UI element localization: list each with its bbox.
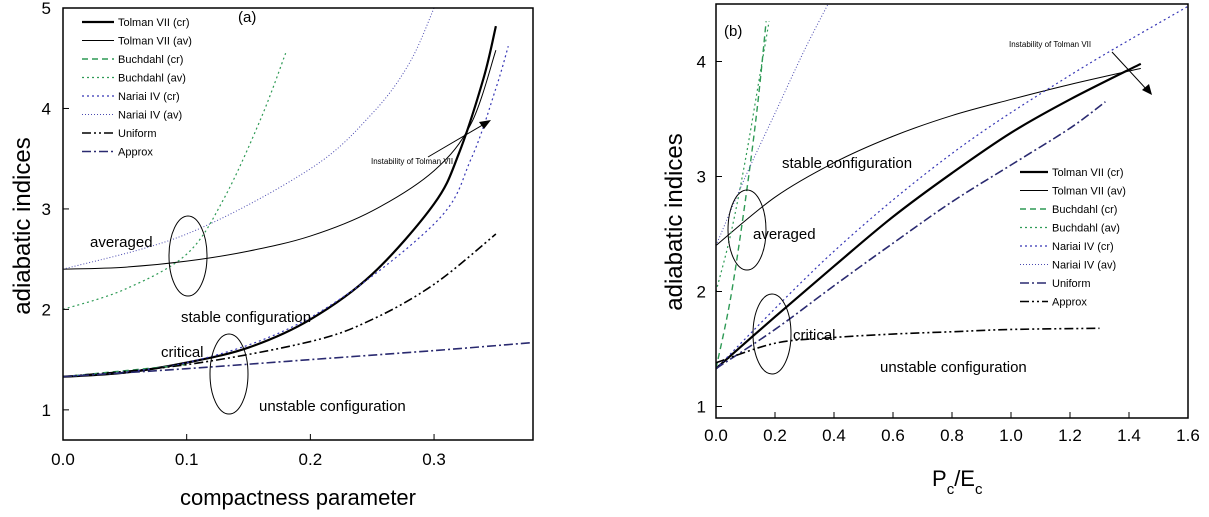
panel-label-b: (b) <box>724 23 742 40</box>
annotation-instability-a: Instability of Tolman VII <box>371 157 453 166</box>
a-x-tick-label: 0.1 <box>175 450 199 469</box>
b-x-tick-label: 0.6 <box>881 426 905 445</box>
legend-b: Tolman VII (cr) Tolman VII (av) Buchdahl (… <box>1020 167 1126 309</box>
annotation-stable-a: stable configuration <box>181 309 311 326</box>
b-x-tick-label: 0.0 <box>704 426 728 445</box>
b-legend-label-1: Tolman VII (cr) <box>1052 167 1124 179</box>
a-y-tick-label: 5 <box>42 0 51 18</box>
panel-label-a: (a) <box>238 9 256 26</box>
y-axis-title-a: adiabatic indices <box>9 137 36 314</box>
annotation-stable-b: stable configuration <box>782 155 912 172</box>
a-y-tick-label: 4 <box>42 99 51 118</box>
annotation-critical-a: critical <box>161 344 204 361</box>
b-y-tick-label: 2 <box>697 283 706 302</box>
b-series-line-1 <box>716 62 1142 370</box>
instability-arrow-b <box>1111 51 1149 92</box>
a-legend-label-1: Tolman VII (cr) <box>118 17 190 29</box>
b-x-tick-label: 0.2 <box>763 426 787 445</box>
y-axis-title-b: adiabatic indices <box>661 133 688 310</box>
x-axis-title-b-sub2: c <box>975 481 983 498</box>
b-y-tick-label: 4 <box>697 53 706 72</box>
a-series-line-5 <box>63 46 509 378</box>
averaged-ellipse-a <box>168 215 208 297</box>
critical-ellipse-b <box>752 293 792 375</box>
annotation-unstable-b: unstable configuration <box>880 359 1027 376</box>
a-legend-label-3: Buchdahl (cr) <box>118 54 183 66</box>
instability-arrow-a <box>427 122 487 158</box>
instability-arrowhead-a <box>479 120 491 129</box>
b-x-tick-label: 1.0 <box>999 426 1023 445</box>
svg-text:Pc/Ec: Pc/Ec <box>932 466 983 498</box>
b-x-tick-label: 0.4 <box>822 426 846 445</box>
b-series-line-2 <box>716 67 1141 246</box>
annotation-unstable-a: unstable configuration <box>259 398 406 415</box>
b-y-tick-label: 1 <box>697 398 706 417</box>
x-axis-title-b-main: P <box>932 466 947 491</box>
b-series-line-5 <box>716 5 1188 369</box>
b-legend-label-3: Buchdahl (cr) <box>1052 204 1117 216</box>
critical-ellipse-a <box>209 333 249 415</box>
a-y-tick-label: 2 <box>42 300 51 319</box>
b-series-line-8 <box>716 327 1100 364</box>
a-legend-label-7: Uniform <box>118 128 157 140</box>
b-x-tick-label: 1.4 <box>1117 426 1141 445</box>
a-series-line-6 <box>63 8 435 270</box>
a-legend-label-4: Buchdahl (av) <box>118 73 186 85</box>
x-axis-title-a: compactness parameter <box>180 485 416 510</box>
chart-panel-b: 0.0 0.2 0.4 0.6 0.8 1.0 1.2 1.4 1.6 1 2 3 4 (b) Pc/E… <box>661 3 1200 498</box>
a-series-line-7 <box>63 233 497 378</box>
b-series-line-4 <box>716 21 770 292</box>
instability-arrowhead-b <box>1142 84 1152 95</box>
b-series-line-7 <box>716 101 1106 370</box>
chart-panel-a: 0.0 0.1 0.2 0.3 1 2 3 4 5 (a) compactness parame… <box>9 0 534 510</box>
x-axis-title-b-mid: /E <box>954 466 975 491</box>
legend-a: Tolman VII (cr) Tolman VII (av) Buchdahl (… <box>82 17 192 159</box>
annotation-averaged-b: averaged <box>753 226 816 243</box>
b-x-tick-label: 0.8 <box>940 426 964 445</box>
x-axis-title-b: Pc/Ec <box>932 466 983 498</box>
annotation-instability-b: Instability of Tolman VII <box>1009 40 1091 49</box>
averaged-ellipse-b <box>727 189 767 271</box>
b-series-line-6 <box>716 4 829 246</box>
b-legend-label-5: Nariai IV (cr) <box>1052 241 1114 253</box>
x-axis-title-b-sub1: c <box>947 481 955 498</box>
b-x-tick-label: 1.2 <box>1058 426 1082 445</box>
plot-frame-a <box>62 7 534 441</box>
a-y-tick-label: 1 <box>42 401 51 420</box>
a-legend-label-5: Nariai IV (cr) <box>118 91 180 103</box>
annotation-critical-b: critical <box>793 327 836 344</box>
b-y-tick-label: 3 <box>697 168 706 187</box>
a-series-line-8 <box>63 341 533 378</box>
b-legend-label-2: Tolman VII (av) <box>1052 186 1126 198</box>
a-series-line-1 <box>63 25 497 378</box>
a-x-tick-label: 0.2 <box>299 450 323 469</box>
a-y-tick-label: 3 <box>42 200 51 219</box>
b-legend-label-6: Nariai IV (av) <box>1052 260 1116 272</box>
b-legend-label-7: Uniform <box>1052 278 1091 290</box>
b-legend-label-4: Buchdahl (av) <box>1052 223 1120 235</box>
a-legend-label-8: Approx <box>118 147 153 159</box>
a-x-tick-label: 0.3 <box>422 450 446 469</box>
a-x-tick-label: 0.0 <box>51 450 75 469</box>
b-legend-label-8: Approx <box>1052 297 1087 309</box>
b-series-line-3 <box>716 21 767 369</box>
a-legend-label-2: Tolman VII (av) <box>118 36 192 48</box>
annotation-averaged-a: averaged <box>90 234 153 251</box>
b-x-tick-label: 1.6 <box>1176 426 1200 445</box>
a-legend-label-6: Nariai IV (av) <box>118 110 182 122</box>
